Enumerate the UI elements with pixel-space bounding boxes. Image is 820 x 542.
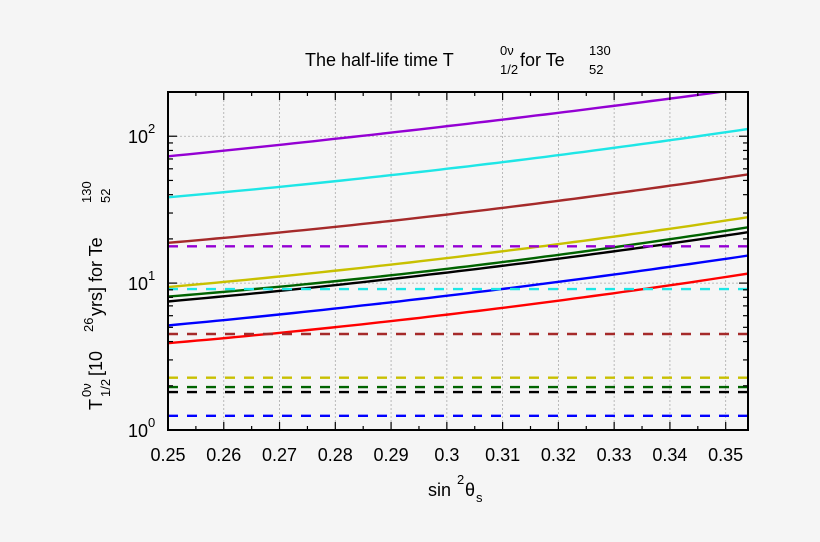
y-tick-label-exp: 2 xyxy=(148,121,155,136)
x-tick-label: 0.31 xyxy=(485,445,520,465)
y-tick-label-base: 10 xyxy=(128,421,148,441)
xlabel-sup: 2 xyxy=(457,472,464,487)
ylabel-sub: 1/2 xyxy=(98,379,113,397)
x-tick-label: 0.28 xyxy=(318,445,353,465)
series-group xyxy=(168,92,748,417)
x-tick-label: 0.27 xyxy=(262,445,297,465)
x-tick-label: 0.29 xyxy=(374,445,409,465)
ylabel-main: T xyxy=(86,399,106,410)
x-tick-label: 0.35 xyxy=(708,445,743,465)
xlabel-main: sin xyxy=(428,480,451,500)
x-axis-label: sin 2 θ s xyxy=(428,472,483,505)
y-tick-label-base: 10 xyxy=(128,274,148,294)
ylabel-sup2: 130 xyxy=(79,181,94,203)
xlabel-sub: s xyxy=(476,490,483,505)
xlabel-theta: θ xyxy=(465,480,475,500)
title-sub2: 52 xyxy=(589,62,603,77)
title-mid: for Te xyxy=(520,50,565,70)
y-tick-label-base: 10 xyxy=(128,127,148,147)
chart-title: The half-life time T 0ν 1/2 for Te 130 5… xyxy=(305,43,611,77)
series-line-2 xyxy=(168,127,748,199)
series-line-1 xyxy=(168,92,730,158)
ticks: 0.25 0.26 0.27 0.28 0.29 0.3 0.31 0.32 0.33 0.34 0… xyxy=(128,91,748,465)
title-main: The half-life time T xyxy=(305,50,454,70)
y-tick-label-exp: 0 xyxy=(148,415,155,430)
series-line-4 xyxy=(168,216,748,289)
plot-frame xyxy=(167,91,749,431)
series-line-3 xyxy=(168,173,748,244)
ylabel-exp: 26 xyxy=(81,318,96,332)
title-sup: 0ν xyxy=(500,43,514,58)
x-tick-label: 0.26 xyxy=(206,445,241,465)
y-axis-label: T 0ν 1/2 [10 26 yrs] for Te 130 52 xyxy=(79,181,113,410)
ylabel-a: [10 xyxy=(86,351,106,376)
series-line-7 xyxy=(168,254,748,327)
ylabel-sub2: 52 xyxy=(98,189,113,203)
grid xyxy=(168,92,748,430)
title-sub: 1/2 xyxy=(500,62,518,77)
x-tick-label: 0.32 xyxy=(541,445,576,465)
x-tick-label: 0.25 xyxy=(150,445,185,465)
y-tick-label-exp: 1 xyxy=(148,268,155,283)
x-tick-label: 0.34 xyxy=(652,445,687,465)
x-tick-label: 0.3 xyxy=(434,445,459,465)
title-sup2: 130 xyxy=(589,43,611,58)
x-tick-label: 0.33 xyxy=(597,445,632,465)
ylabel-sup: 0ν xyxy=(79,383,94,397)
ylabel-b: yrs] for Te xyxy=(86,237,106,316)
